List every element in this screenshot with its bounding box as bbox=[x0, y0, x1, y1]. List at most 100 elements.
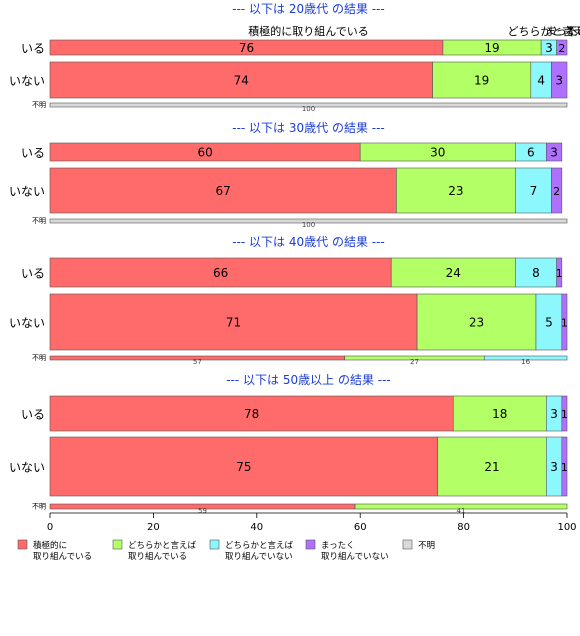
legend-label: 積極的に bbox=[33, 540, 67, 551]
data-label: 23 bbox=[448, 184, 463, 198]
data-label: 2 bbox=[558, 42, 565, 55]
bar-row: いない 71 23 5 1 bbox=[9, 293, 568, 351]
bar-row: いる 76 19 3 2 bbox=[21, 39, 568, 56]
bar-row: 不明 57 27 16 bbox=[32, 354, 568, 366]
bar-segment bbox=[551, 61, 568, 99]
bar-row: いる 66 24 8 1 bbox=[21, 257, 563, 288]
x-axis: 0 20 40 60 80 100 bbox=[47, 512, 577, 533]
legend-swatch bbox=[17, 539, 28, 550]
panel-title: --- 以下は 30歳代 の結果 --- bbox=[232, 121, 385, 135]
top-annotations: 積極的に取り組んでいる どちらかと言え…まった…不明 bbox=[248, 24, 580, 38]
panel-title: --- 以下は 40歳代 の結果 --- bbox=[232, 235, 385, 249]
bar-segment bbox=[354, 503, 568, 510]
data-label: 16 bbox=[521, 358, 530, 366]
row-label: いない bbox=[9, 461, 45, 475]
panel-title: --- 以下は 50歳以上 の結果 --- bbox=[226, 373, 391, 387]
data-label: 74 bbox=[234, 74, 249, 88]
data-label: 21 bbox=[484, 460, 499, 474]
legend-label: 取り組んでいない bbox=[321, 551, 389, 562]
data-label: 1 bbox=[561, 408, 568, 421]
panel-title: --- 以下は 20歳代 の結果 --- bbox=[232, 2, 385, 16]
top-annotation-label: 不明 bbox=[566, 25, 580, 38]
data-label: 2 bbox=[553, 185, 560, 198]
data-label: 3 bbox=[550, 146, 558, 160]
x-tick-label: 60 bbox=[354, 522, 367, 533]
bar-row: いる 78 18 3 1 bbox=[21, 395, 568, 432]
row-label: いる bbox=[21, 146, 45, 160]
legend: 積極的に取り組んでいるどちらかと言えば取り組んでいるどちらかと言えば取り組んでい… bbox=[17, 539, 435, 562]
data-label: 4 bbox=[537, 74, 545, 88]
bar-segment bbox=[514, 167, 552, 214]
bar-row: いる 60 30 6 3 bbox=[21, 142, 563, 162]
data-label: 1 bbox=[561, 317, 568, 330]
data-label: 100 bbox=[302, 221, 315, 229]
legend-item: 不明 bbox=[402, 539, 435, 551]
data-label: 71 bbox=[226, 316, 241, 330]
bar-segment bbox=[49, 167, 397, 214]
bar-segment bbox=[546, 142, 563, 162]
bar-segment bbox=[49, 293, 418, 351]
data-label: 59 bbox=[198, 507, 207, 515]
bar-segment bbox=[437, 436, 547, 497]
panel-2: --- 以下は 30歳代 の結果 --- いる 60 30 6 3 いない 67 23 7 2 不明 1… bbox=[9, 121, 568, 229]
bar-segment bbox=[49, 218, 568, 224]
data-label: 8 bbox=[532, 266, 540, 280]
legend-label: どちらかと言えば bbox=[225, 540, 294, 551]
legend-label: どちらかと言えば bbox=[128, 540, 197, 551]
data-label: 67 bbox=[216, 184, 231, 198]
data-label: 19 bbox=[484, 41, 499, 55]
bar-segment bbox=[561, 395, 568, 432]
data-label: 3 bbox=[550, 460, 558, 474]
bar-segment bbox=[49, 61, 433, 99]
data-label: 60 bbox=[197, 146, 212, 160]
data-label: 57 bbox=[193, 358, 202, 366]
bar-row: いない 75 21 3 1 bbox=[9, 436, 568, 497]
legend-label: 取り組んでいない bbox=[225, 551, 293, 562]
legend-label: 不明 bbox=[418, 541, 435, 551]
legend-swatch bbox=[112, 539, 123, 550]
bar-segment bbox=[483, 355, 568, 361]
bar-segment bbox=[432, 61, 532, 99]
bar-row: いない 74 19 4 3 bbox=[9, 61, 568, 99]
bar-segment bbox=[556, 257, 563, 288]
data-label: 3 bbox=[555, 74, 563, 88]
legend-swatch bbox=[209, 539, 220, 550]
bar-segment bbox=[49, 102, 568, 108]
data-label: 78 bbox=[244, 407, 259, 421]
bar-segment bbox=[452, 395, 547, 432]
legend-swatch bbox=[305, 539, 316, 550]
data-label: 18 bbox=[492, 407, 507, 421]
legend-label: 取り組んでいる bbox=[128, 551, 187, 562]
bar-row: いない 67 23 7 2 bbox=[9, 167, 563, 214]
bar-segment bbox=[561, 293, 568, 351]
x-tick-label: 80 bbox=[457, 522, 470, 533]
data-label: 3 bbox=[545, 41, 553, 55]
x-tick-label: 20 bbox=[147, 522, 160, 533]
top-annotation-label: どちらかと言え… bbox=[507, 25, 580, 38]
x-tick-label: 0 bbox=[47, 522, 53, 533]
data-label: 5 bbox=[545, 316, 553, 330]
data-label: 100 bbox=[302, 105, 315, 113]
bar-segment bbox=[49, 436, 439, 497]
legend-swatch bbox=[402, 539, 413, 550]
row-label: いない bbox=[9, 316, 45, 330]
row-label: いない bbox=[9, 74, 45, 88]
data-label: 24 bbox=[446, 266, 461, 280]
row-label: 不明 bbox=[32, 217, 46, 225]
data-label: 66 bbox=[213, 266, 228, 280]
bar-row: 不明 59 41 bbox=[32, 503, 568, 515]
top-annotation-label: 積極的に取り組んでいる bbox=[248, 24, 368, 38]
bar-segment bbox=[514, 257, 557, 288]
data-label: 27 bbox=[410, 358, 419, 366]
data-label: 23 bbox=[469, 316, 484, 330]
bar-segment bbox=[49, 257, 392, 288]
bar-segment bbox=[561, 436, 568, 497]
row-label: 不明 bbox=[32, 101, 46, 109]
data-label: 30 bbox=[430, 146, 445, 160]
